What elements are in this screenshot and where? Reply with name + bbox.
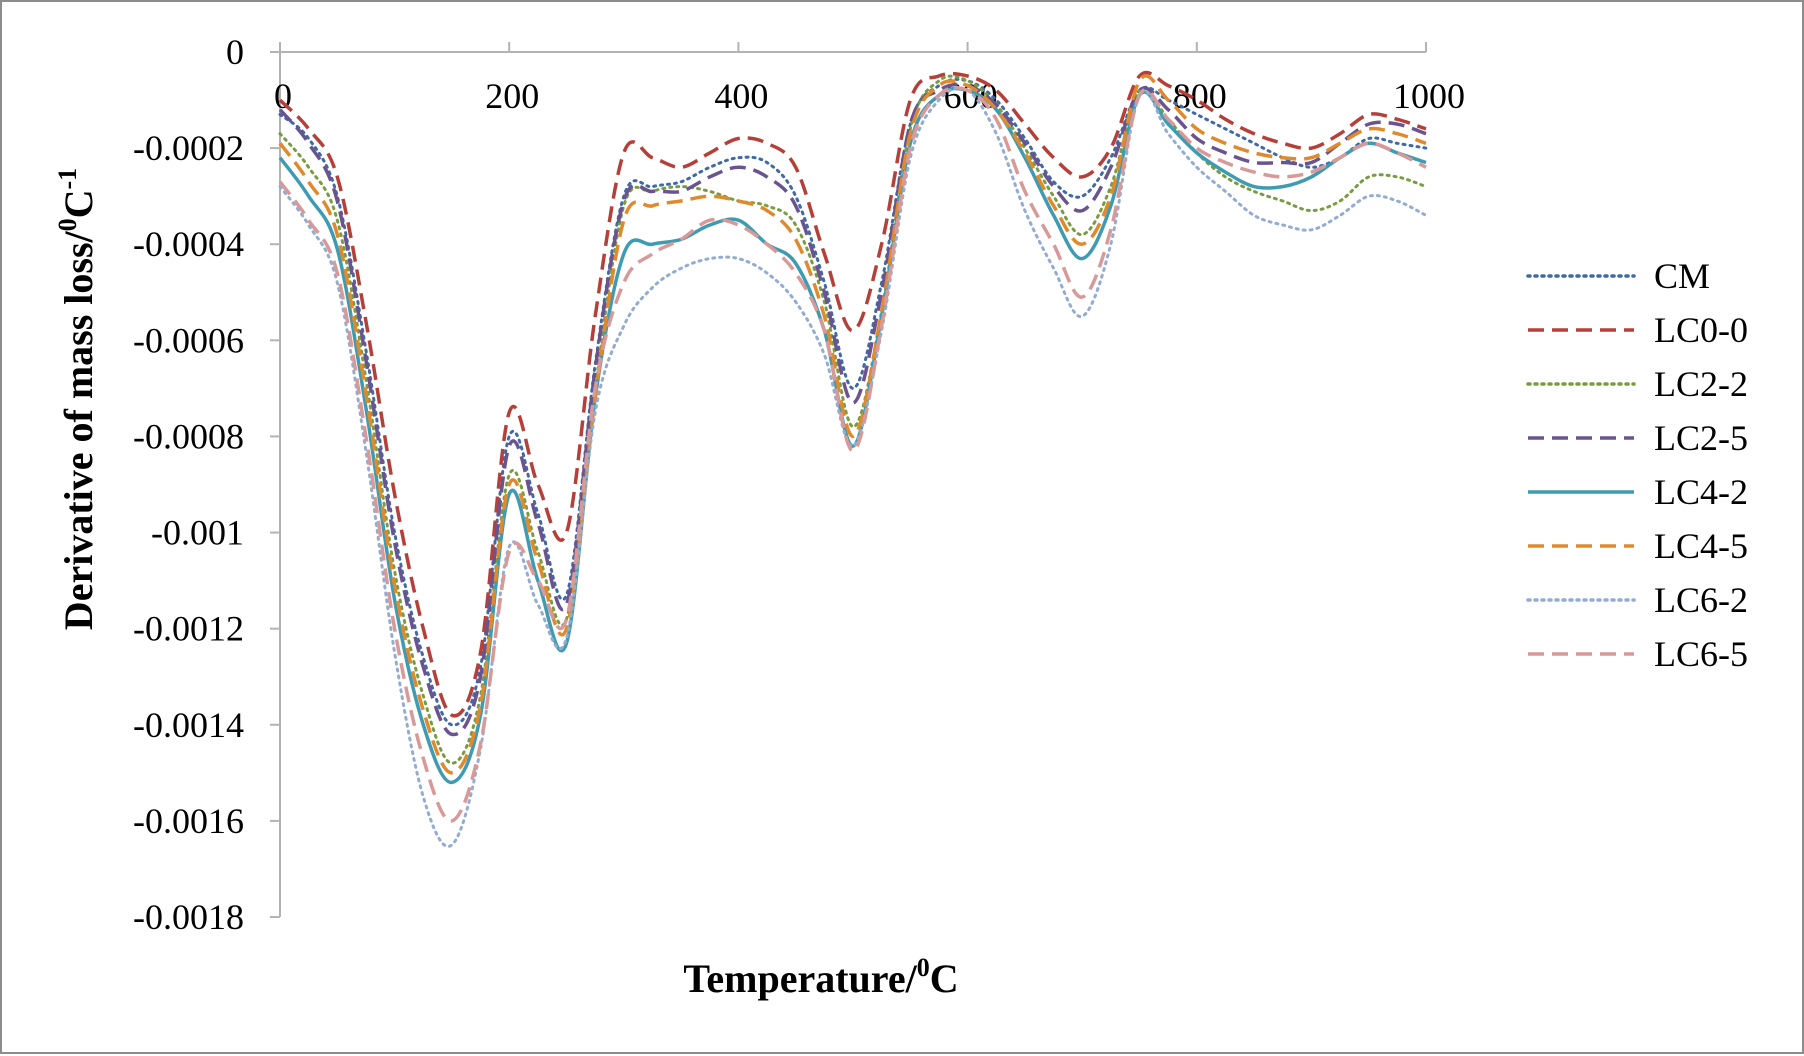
- legend-label-cm: CM: [1654, 256, 1710, 296]
- y-tick-label: 0: [226, 32, 244, 72]
- y-tick-label: -0.0004: [133, 224, 244, 264]
- x-tick-label: 800: [1173, 76, 1227, 116]
- x-tick-label: 400: [714, 76, 768, 116]
- x-axis-title: Temperature/0C: [683, 953, 958, 1001]
- y-tick-label: -0.0008: [133, 416, 244, 456]
- series-line-lc4-5: [278, 74, 1427, 775]
- x-tick-label: 200: [485, 76, 539, 116]
- legend-label-lc0-0: LC0-0: [1654, 310, 1748, 350]
- legend-label-lc6-2: LC6-2: [1654, 580, 1748, 620]
- legend-label-lc4-5: LC4-5: [1654, 526, 1748, 566]
- legend-label-lc2-2: LC2-2: [1654, 364, 1748, 404]
- y-tick-label: -0.001: [151, 513, 244, 553]
- legend: CM LC0-0 LC2-2 LC2-5 LC4-2 LC4-5 LC6-2 LC6-5: [1526, 256, 1748, 674]
- series-line-lc6-2: [278, 86, 1428, 848]
- y-tick-label: -0.0012: [133, 609, 244, 649]
- legend-label-lc2-5: LC2-5: [1654, 418, 1748, 458]
- y-tick-label: -0.0006: [133, 320, 244, 360]
- y-tick-label: -0.0018: [133, 897, 244, 937]
- y-axis-title-superscript-power: -1: [53, 168, 82, 190]
- y-axis-title: Derivative of mass loss/0C-1: [53, 168, 101, 630]
- y-axis: 0 -0.0002 -0.0004 -0.0006 -0.0008 -0.001 -0.00…: [133, 32, 281, 937]
- series-line-cm: [278, 77, 1428, 727]
- series-line-lc2-2: [278, 74, 1428, 765]
- series-lines: [278, 70, 1428, 848]
- series-line-lc6-5: [278, 85, 1427, 823]
- y-axis-title-superscript-degree: 0: [53, 218, 82, 231]
- x-tick-label: 1000: [1393, 76, 1465, 116]
- legend-label-lc6-5: LC6-5: [1654, 634, 1748, 674]
- y-tick-label: -0.0016: [133, 801, 244, 841]
- x-axis: 0 200 400 600 800 1000: [274, 42, 1465, 116]
- series-line-lc0-0: [278, 70, 1427, 718]
- x-axis-title-superscript: 0: [917, 953, 930, 982]
- legend-label-lc4-2: LC4-2: [1654, 472, 1748, 512]
- y-tick-label: -0.0002: [133, 128, 244, 168]
- y-tick-label: -0.0014: [133, 705, 244, 745]
- series-line-lc2-5: [278, 82, 1427, 737]
